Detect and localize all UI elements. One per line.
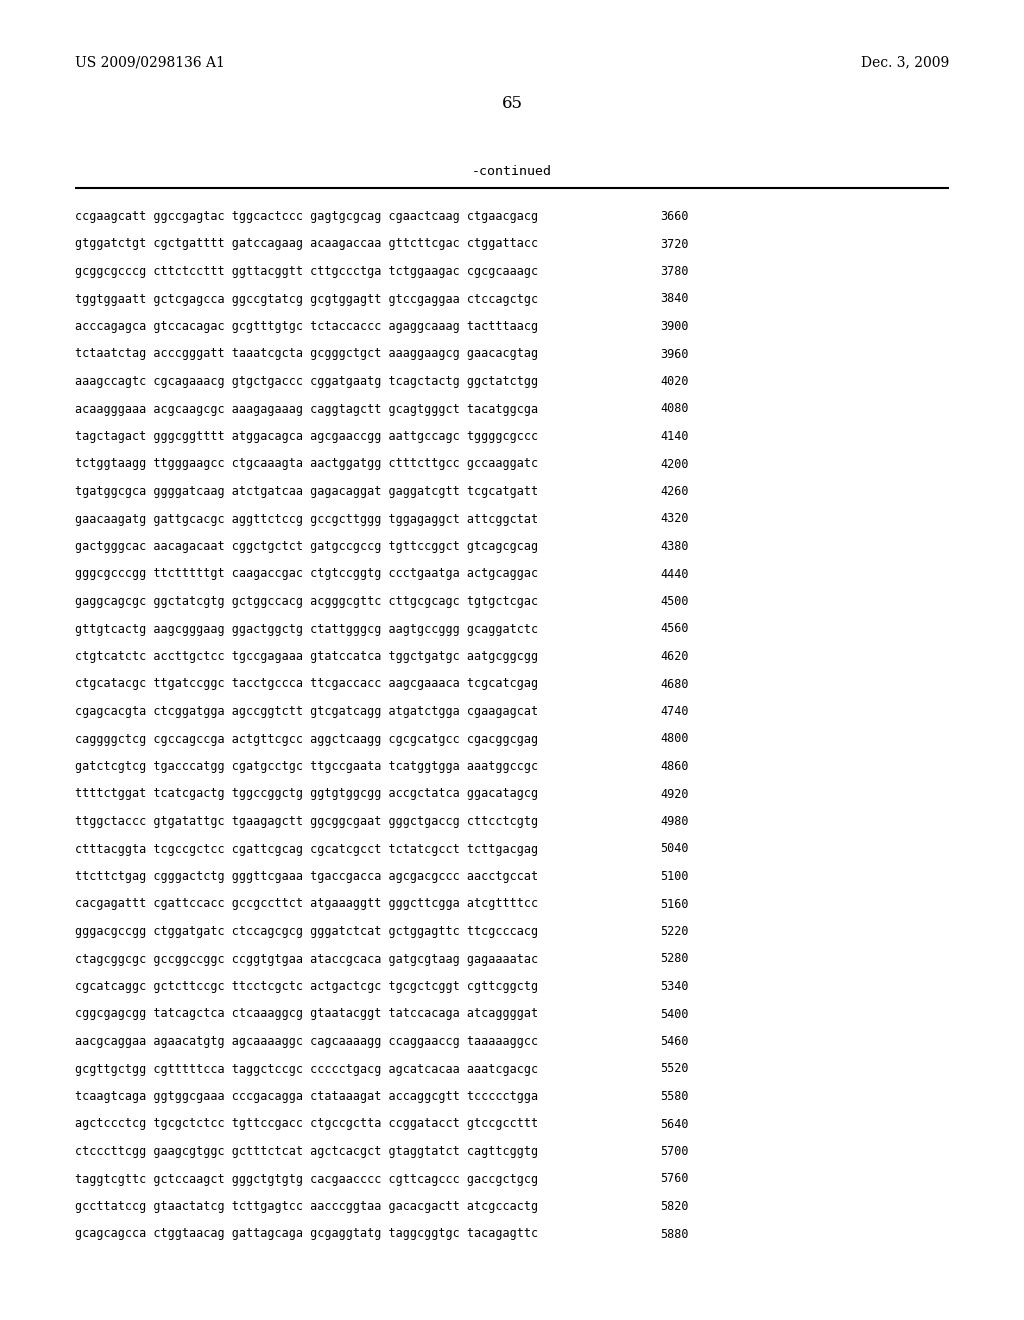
Text: tgatggcgca ggggatcaag atctgatcaa gagacaggat gaggatcgtt tcgcatgatt: tgatggcgca ggggatcaag atctgatcaa gagacag…: [75, 484, 539, 498]
Text: caggggctcg cgccagccga actgttcgcc aggctcaagg cgcgcatgcc cgacggcgag: caggggctcg cgccagccga actgttcgcc aggctca…: [75, 733, 539, 746]
Text: cacgagattt cgattccacc gccgccttct atgaaaggtt gggcttcgga atcgttttcc: cacgagattt cgattccacc gccgccttct atgaaag…: [75, 898, 539, 911]
Text: 4020: 4020: [660, 375, 688, 388]
Text: 65: 65: [502, 95, 522, 112]
Text: 4800: 4800: [660, 733, 688, 746]
Text: Dec. 3, 2009: Dec. 3, 2009: [861, 55, 949, 69]
Text: ctcccttcgg gaagcgtggc gctttctcat agctcacgct gtaggtatct cagttcggtg: ctcccttcgg gaagcgtggc gctttctcat agctcac…: [75, 1144, 539, 1158]
Text: 5520: 5520: [660, 1063, 688, 1076]
Text: gatctcgtcg tgacccatgg cgatgcctgc ttgccgaata tcatggtgga aaatggccgc: gatctcgtcg tgacccatgg cgatgcctgc ttgccga…: [75, 760, 539, 774]
Text: acccagagca gtccacagac gcgtttgtgc tctaccaccc agaggcaaag tactttaacg: acccagagca gtccacagac gcgtttgtgc tctacca…: [75, 319, 539, 333]
Text: 3720: 3720: [660, 238, 688, 251]
Text: gggacgccgg ctggatgatc ctccagcgcg gggatctcat gctggagttc ttcgcccacg: gggacgccgg ctggatgatc ctccagcgcg gggatct…: [75, 925, 539, 939]
Text: 4500: 4500: [660, 595, 688, 609]
Text: aacgcaggaa agaacatgtg agcaaaaggc cagcaaaagg ccaggaaccg taaaaaggcc: aacgcaggaa agaacatgtg agcaaaaggc cagcaaa…: [75, 1035, 539, 1048]
Text: 5100: 5100: [660, 870, 688, 883]
Text: 4260: 4260: [660, 484, 688, 498]
Text: ccgaagcatt ggccgagtac tggcactccc gagtgcgcag cgaactcaag ctgaacgacg: ccgaagcatt ggccgagtac tggcactccc gagtgcg…: [75, 210, 539, 223]
Text: 5280: 5280: [660, 953, 688, 965]
Text: 3900: 3900: [660, 319, 688, 333]
Text: gcggcgcccg cttctccttt ggttacggtt cttgccctga tctggaagac cgcgcaaagc: gcggcgcccg cttctccttt ggttacggtt cttgccc…: [75, 265, 539, 279]
Text: 4320: 4320: [660, 512, 688, 525]
Text: gccttatccg gtaactatcg tcttgagtcc aacccggtaa gacacgactt atcgccactg: gccttatccg gtaactatcg tcttgagtcc aacccgg…: [75, 1200, 539, 1213]
Text: cgcatcaggc gctcttccgc ttcctcgctc actgactcgc tgcgctcggt cgttcggctg: cgcatcaggc gctcttccgc ttcctcgctc actgact…: [75, 979, 539, 993]
Text: gtggatctgt cgctgatttt gatccagaag acaagaccaa gttcttcgac ctggattacc: gtggatctgt cgctgatttt gatccagaag acaagac…: [75, 238, 539, 251]
Text: tggtggaatt gctcgagcca ggccgtatcg gcgtggagtt gtccgaggaa ctccagctgc: tggtggaatt gctcgagcca ggccgtatcg gcgtgga…: [75, 293, 539, 305]
Text: 3780: 3780: [660, 265, 688, 279]
Text: 5160: 5160: [660, 898, 688, 911]
Text: 4200: 4200: [660, 458, 688, 470]
Text: 3840: 3840: [660, 293, 688, 305]
Text: ttcttctgag cgggactctg gggttcgaaa tgaccgacca agcgacgccc aacctgccat: ttcttctgag cgggactctg gggttcgaaa tgaccga…: [75, 870, 539, 883]
Text: gggcgcccgg ttctttttgt caagaccgac ctgtccggtg ccctgaatga actgcaggac: gggcgcccgg ttctttttgt caagaccgac ctgtccg…: [75, 568, 539, 581]
Text: 4680: 4680: [660, 677, 688, 690]
Text: tagctagact gggcggtttt atggacagca agcgaaccgg aattgccagc tggggcgccc: tagctagact gggcggtttt atggacagca agcgaac…: [75, 430, 539, 444]
Text: ttttctggat tcatcgactg tggccggctg ggtgtggcgg accgctatca ggacatagcg: ttttctggat tcatcgactg tggccggctg ggtgtgg…: [75, 788, 539, 800]
Text: 4920: 4920: [660, 788, 688, 800]
Text: 4140: 4140: [660, 430, 688, 444]
Text: 4380: 4380: [660, 540, 688, 553]
Text: ctttacggta tcgccgctcc cgattcgcag cgcatcgcct tctatcgcct tcttgacgag: ctttacggta tcgccgctcc cgattcgcag cgcatcg…: [75, 842, 539, 855]
Text: cgagcacgta ctcggatgga agccggtctt gtcgatcagg atgatctgga cgaagagcat: cgagcacgta ctcggatgga agccggtctt gtcgatc…: [75, 705, 539, 718]
Text: tcaagtcaga ggtggcgaaa cccgacagga ctataaagat accaggcgtt tccccctgga: tcaagtcaga ggtggcgaaa cccgacagga ctataaa…: [75, 1090, 539, 1104]
Text: ctgcatacgc ttgatccggc tacctgccca ttcgaccacc aagcgaaaca tcgcatcgag: ctgcatacgc ttgatccggc tacctgccca ttcgacc…: [75, 677, 539, 690]
Text: 4860: 4860: [660, 760, 688, 774]
Text: gcgttgctgg cgtttttcca taggctccgc ccccctgacg agcatcacaa aaatcgacgc: gcgttgctgg cgtttttcca taggctccgc ccccctg…: [75, 1063, 539, 1076]
Text: gaacaagatg gattgcacgc aggttctccg gccgcttggg tggagaggct attcggctat: gaacaagatg gattgcacgc aggttctccg gccgctt…: [75, 512, 539, 525]
Text: gaggcagcgc ggctatcgtg gctggccacg acgggcgttc cttgcgcagc tgtgctcgac: gaggcagcgc ggctatcgtg gctggccacg acgggcg…: [75, 595, 539, 609]
Text: ctgtcatctc accttgctcc tgccgagaaa gtatccatca tggctgatgc aatgcggcgg: ctgtcatctc accttgctcc tgccgagaaa gtatcca…: [75, 649, 539, 663]
Text: 4980: 4980: [660, 814, 688, 828]
Text: taggtcgttc gctccaagct gggctgtgtg cacgaacccc cgttcagccc gaccgctgcg: taggtcgttc gctccaagct gggctgtgtg cacgaac…: [75, 1172, 539, 1185]
Text: acaagggaaa acgcaagcgc aaagagaaag caggtagctt gcagtgggct tacatggcga: acaagggaaa acgcaagcgc aaagagaaag caggtag…: [75, 403, 539, 416]
Text: 5460: 5460: [660, 1035, 688, 1048]
Text: 5400: 5400: [660, 1007, 688, 1020]
Text: 5700: 5700: [660, 1144, 688, 1158]
Text: 3960: 3960: [660, 347, 688, 360]
Text: agctccctcg tgcgctctcc tgttccgacc ctgccgctta ccggatacct gtccgccttt: agctccctcg tgcgctctcc tgttccgacc ctgccgc…: [75, 1118, 539, 1130]
Text: gcagcagcca ctggtaacag gattagcaga gcgaggtatg taggcggtgc tacagagttc: gcagcagcca ctggtaacag gattagcaga gcgaggt…: [75, 1228, 539, 1241]
Text: 5640: 5640: [660, 1118, 688, 1130]
Text: 4080: 4080: [660, 403, 688, 416]
Text: gttgtcactg aagcgggaag ggactggctg ctattgggcg aagtgccggg gcaggatctc: gttgtcactg aagcgggaag ggactggctg ctattgg…: [75, 623, 539, 635]
Text: tctggtaagg ttgggaagcc ctgcaaagta aactggatgg ctttcttgcc gccaaggatc: tctggtaagg ttgggaagcc ctgcaaagta aactgga…: [75, 458, 539, 470]
Text: gactgggcac aacagacaat cggctgctct gatgccgccg tgttccggct gtcagcgcag: gactgggcac aacagacaat cggctgctct gatgccg…: [75, 540, 539, 553]
Text: 5820: 5820: [660, 1200, 688, 1213]
Text: 5880: 5880: [660, 1228, 688, 1241]
Text: 4560: 4560: [660, 623, 688, 635]
Text: 3660: 3660: [660, 210, 688, 223]
Text: 5580: 5580: [660, 1090, 688, 1104]
Text: 4620: 4620: [660, 649, 688, 663]
Text: ttggctaccc gtgatattgc tgaagagctt ggcggcgaat gggctgaccg cttcctcgtg: ttggctaccc gtgatattgc tgaagagctt ggcggcg…: [75, 814, 539, 828]
Text: 5760: 5760: [660, 1172, 688, 1185]
Text: -continued: -continued: [472, 165, 552, 178]
Text: 4740: 4740: [660, 705, 688, 718]
Text: ctagcggcgc gccggccggc ccggtgtgaa ataccgcaca gatgcgtaag gagaaaatac: ctagcggcgc gccggccggc ccggtgtgaa ataccgc…: [75, 953, 539, 965]
Text: aaagccagtc cgcagaaacg gtgctgaccc cggatgaatg tcagctactg ggctatctgg: aaagccagtc cgcagaaacg gtgctgaccc cggatga…: [75, 375, 539, 388]
Text: US 2009/0298136 A1: US 2009/0298136 A1: [75, 55, 225, 69]
Text: tctaatctag acccgggatt taaatcgcta gcgggctgct aaaggaagcg gaacacgtag: tctaatctag acccgggatt taaatcgcta gcgggct…: [75, 347, 539, 360]
Text: 5220: 5220: [660, 925, 688, 939]
Text: 4440: 4440: [660, 568, 688, 581]
Text: 5340: 5340: [660, 979, 688, 993]
Text: 5040: 5040: [660, 842, 688, 855]
Text: cggcgagcgg tatcagctca ctcaaaggcg gtaatacggt tatccacaga atcaggggat: cggcgagcgg tatcagctca ctcaaaggcg gtaatac…: [75, 1007, 539, 1020]
